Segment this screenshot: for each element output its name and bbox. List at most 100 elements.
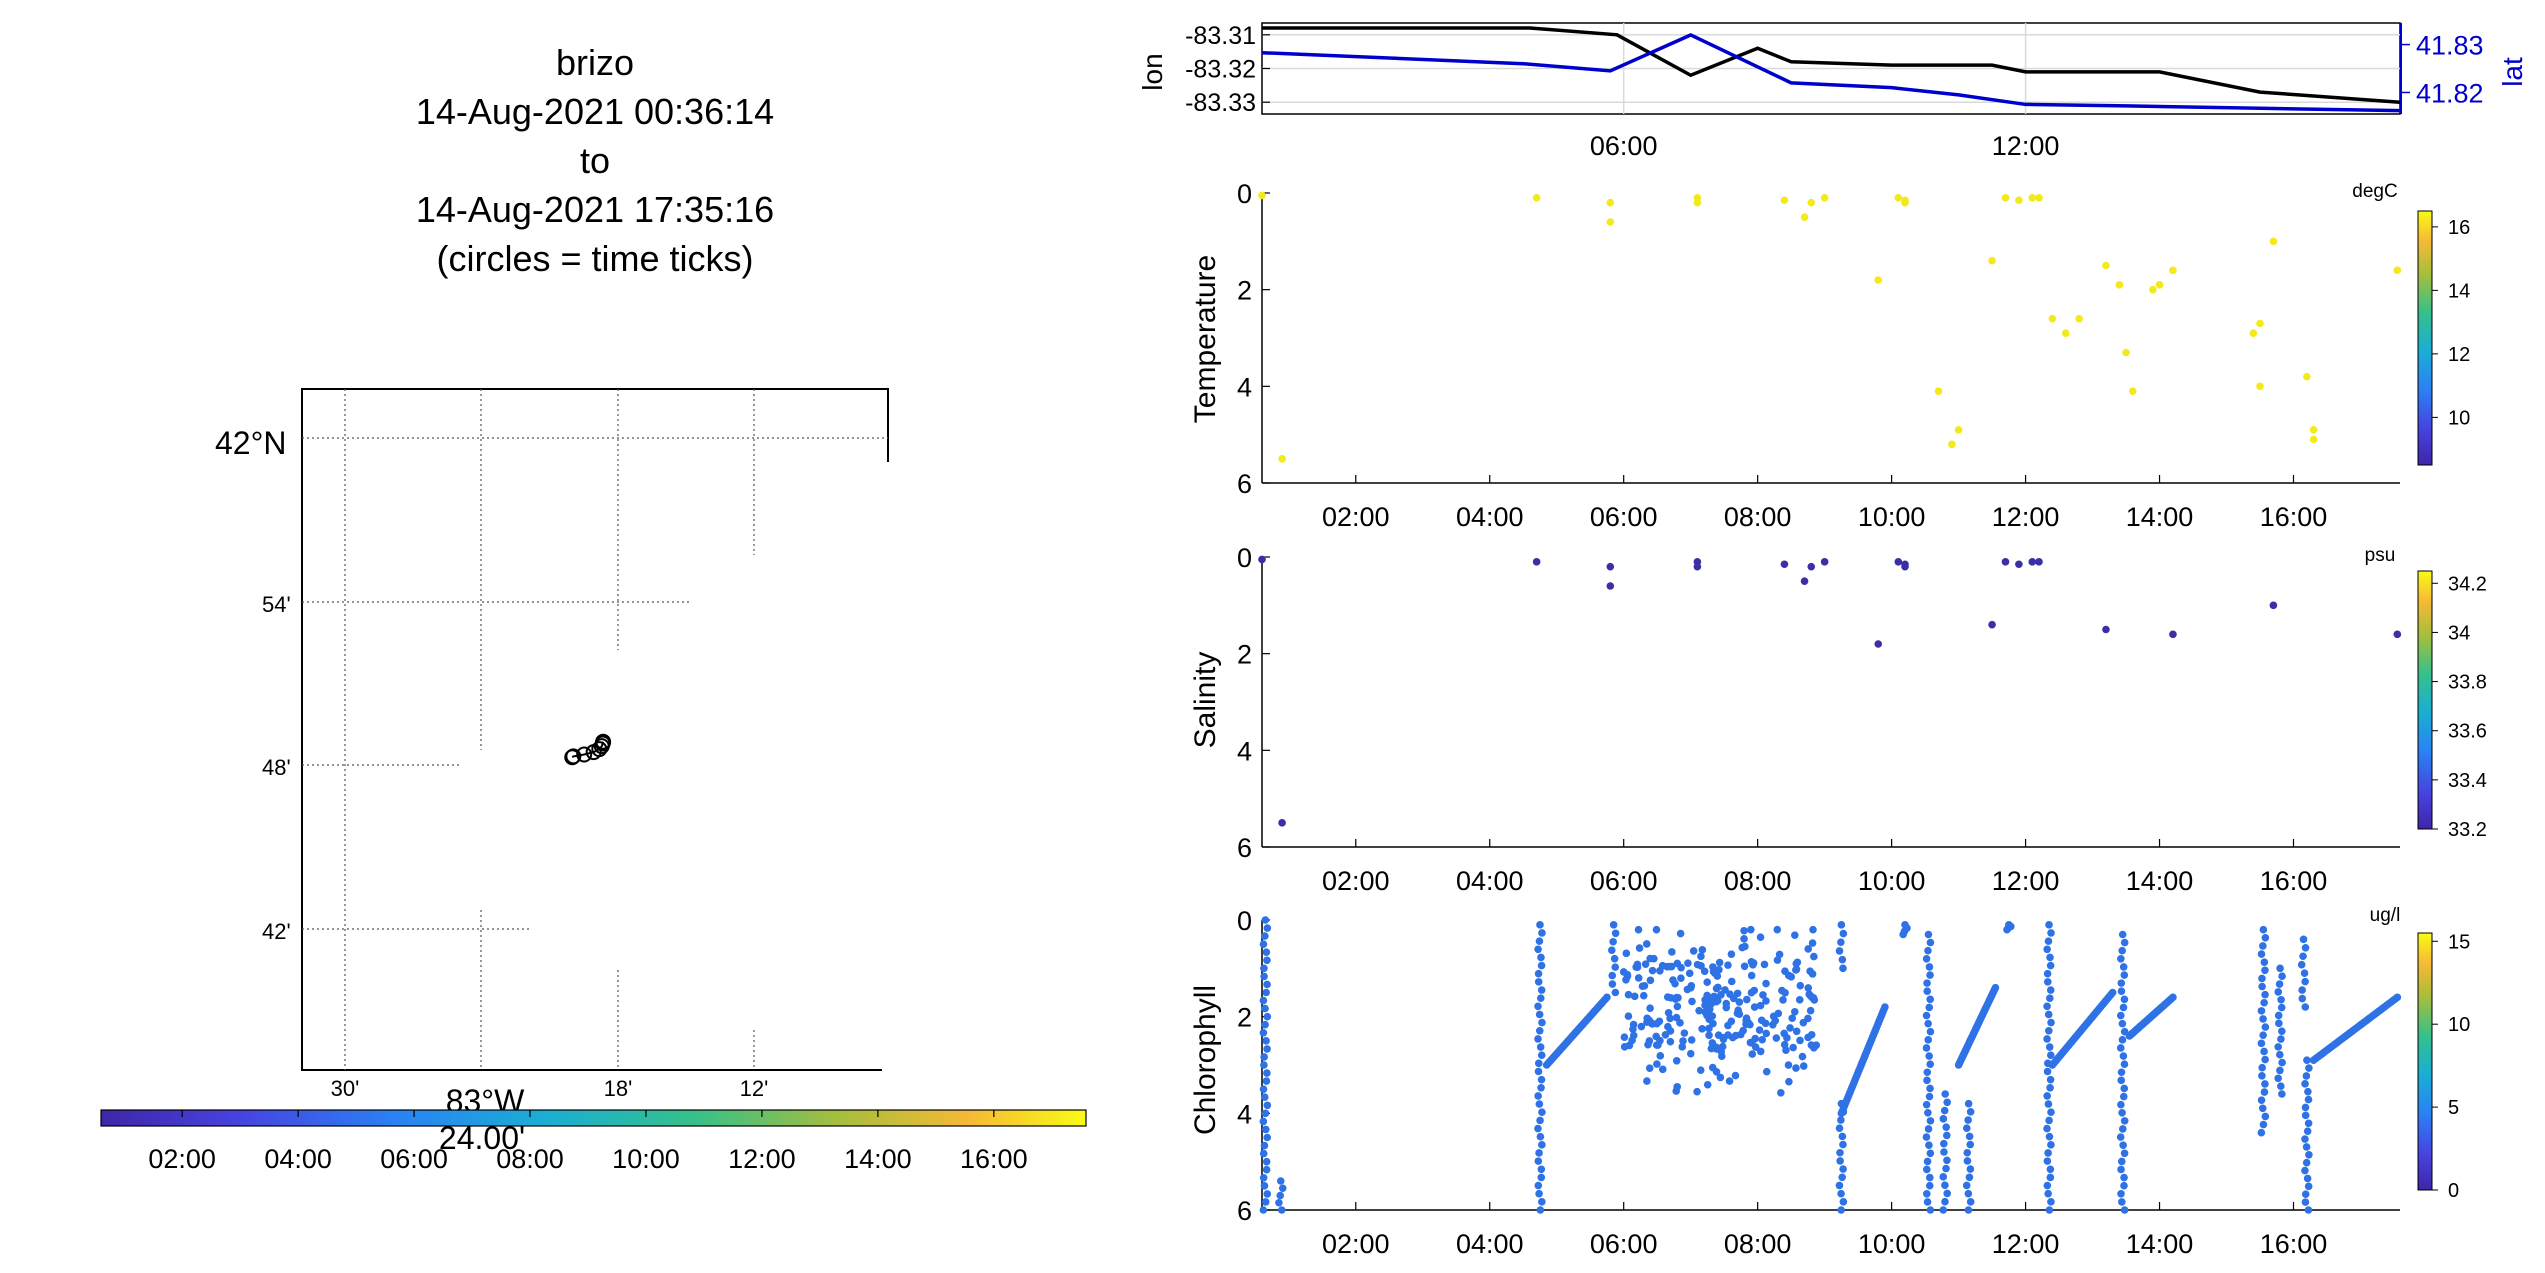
data-point <box>2047 1108 2055 1117</box>
colorbar-tick-label: 33.4 <box>2448 770 2487 792</box>
data-point <box>1695 1006 1703 1015</box>
data-point <box>1924 1125 1933 1133</box>
data-point <box>1672 993 1681 1002</box>
data-point <box>1808 970 1817 978</box>
data-point <box>1838 1132 1847 1141</box>
time-colorbar-tick-label: 16:00 <box>960 1144 1028 1174</box>
data-point <box>1925 1181 1934 1190</box>
map-title-line-5: (circles = time ticks) <box>436 238 753 279</box>
data-point <box>1534 945 1542 954</box>
data-point <box>1901 198 1909 207</box>
data-point <box>1965 1132 1974 1141</box>
data-point <box>2259 942 2267 950</box>
data-point <box>2043 1124 2051 1133</box>
data-point <box>2118 1036 2127 1044</box>
data-point <box>1263 1133 1272 1142</box>
data-point <box>2304 1095 2313 1104</box>
data-point <box>1663 993 1672 1001</box>
data-point <box>1749 961 1757 969</box>
data-point <box>1652 925 1661 934</box>
data-point <box>1536 1132 1545 1141</box>
data-point <box>1735 1010 1744 1018</box>
colorbar-tick-label: 15 <box>2448 931 2470 953</box>
data-point <box>2299 935 2308 944</box>
data-point <box>2249 329 2258 337</box>
data-point <box>1963 1148 1972 1157</box>
data-point <box>2278 972 2286 980</box>
data-point <box>1731 1071 1740 1080</box>
map-track <box>564 733 612 766</box>
data-point <box>1686 1049 1695 1058</box>
time-colorbar-bar <box>100 1109 1087 1127</box>
map-title-line-3: to <box>580 140 610 181</box>
data-point <box>1611 963 1620 971</box>
data-point <box>1966 1140 1975 1149</box>
data-point <box>1943 1156 1951 1165</box>
data-point <box>1780 196 1789 205</box>
data-point <box>1922 955 1931 963</box>
data-point <box>1717 991 1725 999</box>
data-point <box>1782 1046 1790 1054</box>
colorbar-tick-label: 16 <box>2448 217 2470 239</box>
data-point <box>1643 1077 1651 1085</box>
time-tick-label: 06:00 <box>1590 502 1658 532</box>
data-point <box>1820 558 1829 566</box>
data-point <box>1715 958 1724 967</box>
data-point <box>1641 960 1650 968</box>
data-point <box>2303 372 2311 381</box>
time-tick-label: 06:00 <box>1590 1229 1658 1259</box>
data-point <box>1926 1060 1935 1068</box>
data-point <box>1693 562 1702 571</box>
lat-label-48: 48' <box>262 755 291 780</box>
time-tick-label: 14:00 <box>2126 1229 2194 1259</box>
data-point <box>2256 319 2264 328</box>
data-point <box>2261 990 2269 999</box>
data-point <box>1669 976 1677 984</box>
lonlat-lines <box>1261 26 2401 113</box>
temperature-colorbar <box>2417 210 2433 466</box>
data-point <box>1703 1080 1712 1089</box>
data-point <box>1751 1043 1760 1052</box>
data-point <box>1259 1149 1268 1158</box>
data-point <box>1534 1157 1543 1165</box>
data-point <box>1622 949 1631 958</box>
data-point <box>1712 1067 1721 1076</box>
data-point <box>2259 1120 2268 1129</box>
data-point <box>1666 1037 1675 1046</box>
data-point <box>2061 329 2070 337</box>
data-point <box>2260 998 2268 1007</box>
depth-tick-label: 6 <box>1237 1196 1252 1226</box>
data-point <box>2309 426 2318 434</box>
colorbar-tick-label: 5 <box>2448 1097 2459 1119</box>
data-point <box>1790 931 1799 940</box>
time-colorbar-tick-label: 04:00 <box>264 1144 332 1174</box>
data-point <box>1677 963 1685 972</box>
data-point <box>2117 955 2125 963</box>
data-point <box>1837 1206 1845 1214</box>
data-point <box>2278 1090 2286 1098</box>
data-point <box>1792 965 1801 974</box>
data-point <box>1940 1148 1948 1156</box>
data-point <box>1261 1125 1270 1134</box>
map-track-time-tick <box>595 733 612 750</box>
data-point <box>2119 963 2128 971</box>
data-point <box>2301 1003 2310 1011</box>
data-point <box>1762 1067 1771 1076</box>
data-point <box>1635 944 1644 952</box>
map-title-line-1: brizo <box>556 42 634 83</box>
data-point <box>2305 1150 2313 1159</box>
data-point <box>2116 1044 2125 1052</box>
data-point <box>1786 1024 1794 1032</box>
data-point <box>2046 961 2055 970</box>
data-point <box>2298 986 2306 994</box>
data-point <box>1926 1084 1934 1093</box>
data-point <box>1668 948 1676 956</box>
data-point <box>1943 1131 1951 1140</box>
data-point <box>2277 995 2285 1004</box>
data-point <box>2274 988 2283 996</box>
data-point <box>2301 1103 2310 1112</box>
data-point <box>2278 1058 2286 1067</box>
data-point <box>1835 947 1844 955</box>
data-point <box>1712 1045 1721 1053</box>
data-point <box>1926 1206 1935 1214</box>
